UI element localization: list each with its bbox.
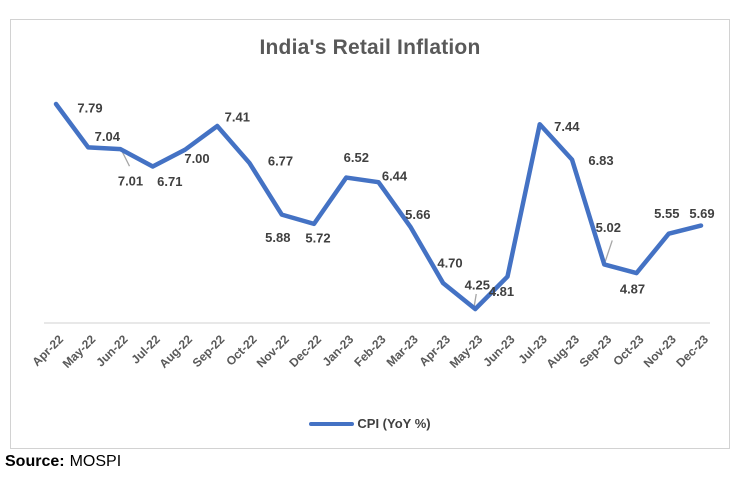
data-labels: 7.79 7.04 7.01 6.717.00 7.41 6.77 5.88 5.72 6.52…: [77, 101, 714, 300]
x-tick-Dec-23: Dec-23: [673, 332, 711, 370]
cpi-line-plot: 7.79 7.04 7.01 6.717.00 7.41 6.77 5.88 5.72 6.52…: [29, 101, 714, 371]
x-tick-Jun-22: Jun-22: [93, 332, 130, 369]
x-tick-Jan-23: Jan-23: [320, 332, 357, 369]
data-label-May-23: 4.25: [465, 278, 490, 293]
legend-series-label: CPI (YoY %): [357, 416, 431, 431]
cpi-series-line: [53, 101, 704, 312]
x-tick-Nov-22: Nov-22: [254, 332, 292, 370]
x-axis-labels: Apr-22May-22Jun-22Jul-22Aug-22Sep-22Oct-…: [29, 332, 711, 371]
source-label: Source:: [5, 453, 65, 470]
x-tick-Mar-23: Mar-23: [384, 332, 421, 369]
x-tick-May-23: May-23: [447, 332, 486, 371]
data-label-Apr-23: 4.70: [437, 255, 462, 270]
x-tick-Jun-23: Jun-23: [480, 332, 517, 369]
data-label-Dec-22: 5.72: [305, 230, 330, 245]
data-label-Oct-23: 4.87: [620, 282, 645, 297]
data-label-Jul-23: 7.44: [554, 119, 580, 134]
x-tick-Oct-23: Oct-23: [610, 332, 647, 369]
data-label-Nov-23: 5.55: [654, 206, 679, 221]
data-label-Dec-23: 5.69: [689, 206, 714, 221]
data-label-Jan-23: 6.52: [344, 150, 369, 165]
data-label-Nov-22: 5.88: [265, 230, 290, 245]
data-label-Jun-22: 7.01: [118, 174, 143, 189]
x-tick-Sep-23: Sep-23: [577, 332, 615, 370]
x-tick-Nov-23: Nov-23: [641, 332, 679, 370]
label-leader-lines: [121, 151, 613, 307]
source-value: MOSPI: [69, 453, 122, 470]
data-label-Aug-23: 6.83: [588, 153, 613, 168]
x-tick-May-22: May-22: [60, 332, 99, 371]
data-label-Jun-23: 4.81: [489, 284, 514, 299]
x-tick-Aug-22: Aug-22: [156, 332, 195, 371]
data-label-Feb-23: 6.44: [382, 169, 408, 184]
data-label-Jul-22: 6.71: [157, 174, 182, 189]
data-label-Apr-22: 7.79: [77, 101, 102, 116]
x-tick-Feb-23: Feb-23: [351, 332, 388, 369]
source-note: Source: MOSPI: [5, 453, 121, 471]
x-tick-Sep-22: Sep-22: [190, 332, 228, 370]
data-label-Aug-22: 7.00: [184, 151, 209, 166]
data-label-May-22: 7.04: [95, 129, 121, 144]
chart-title: India's Retail Inflation: [259, 36, 481, 59]
legend-line-swatch: [309, 421, 355, 426]
data-label-Sep-22: 7.41: [225, 110, 250, 125]
x-tick-Aug-23: Aug-23: [543, 332, 582, 371]
inflation-chart-card: India's Retail Inflation 7.79 7.04 7.01 6.7…: [10, 19, 730, 449]
data-label-Oct-22: 6.77: [268, 154, 293, 169]
x-tick-Dec-22: Dec-22: [286, 332, 324, 370]
data-label-Mar-23: 5.66: [405, 207, 430, 222]
x-tick-Oct-22: Oct-22: [223, 332, 260, 369]
data-label-Sep-23: 5.02: [596, 220, 621, 235]
legend: CPI (YoY %): [11, 416, 729, 431]
